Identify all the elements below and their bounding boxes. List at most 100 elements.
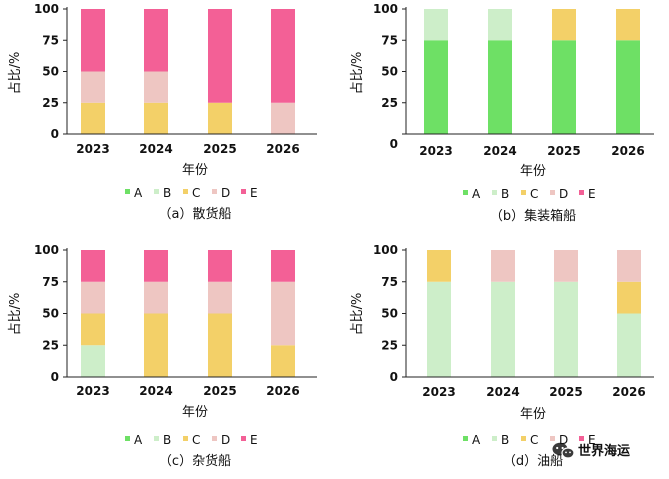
y-tick-label: 0 bbox=[390, 370, 398, 384]
bar-segment-2023-B bbox=[427, 281, 451, 377]
x-axis-title: 年份 bbox=[520, 164, 546, 179]
bar-segment-2025-C bbox=[552, 9, 576, 41]
legend-label-D: D bbox=[559, 433, 568, 447]
bar-segment-2025-E bbox=[208, 250, 232, 282]
legend-label-C: C bbox=[192, 433, 200, 447]
y-tick-label: 0 bbox=[390, 137, 398, 151]
x-tick-label: 2026 bbox=[266, 142, 299, 156]
x-tick-label: 2023 bbox=[419, 144, 452, 158]
legend-swatch-D bbox=[212, 436, 217, 441]
x-tick-label: 2024 bbox=[486, 385, 519, 399]
legend-label-B: B bbox=[163, 186, 171, 200]
bar-segment-2024-B bbox=[488, 9, 512, 41]
legend-label-E: E bbox=[250, 433, 258, 447]
legend-swatch-D bbox=[550, 190, 555, 195]
legend-label-A: A bbox=[472, 187, 481, 201]
y-tick-label: 25 bbox=[42, 96, 59, 110]
legend-label-E: E bbox=[250, 186, 258, 200]
x-tick-label: 2026 bbox=[611, 144, 644, 158]
chart-panel-d: 0 25 50 75 100 2023 2024 2025 2026 年份 占比/% A B C D E （d）… bbox=[350, 243, 654, 469]
panel-caption: （b）集装箱船 bbox=[490, 208, 576, 224]
y-tick-label: 100 bbox=[34, 2, 59, 16]
bar-segment-2023-C bbox=[81, 102, 105, 134]
x-tick-label: 2023 bbox=[76, 384, 109, 398]
x-tick-label: 2025 bbox=[549, 385, 582, 399]
y-tick-label: 75 bbox=[381, 33, 398, 47]
legend-swatch-E bbox=[579, 436, 584, 441]
y-tick-label: 100 bbox=[373, 2, 398, 16]
x-tick-label: 2026 bbox=[612, 385, 645, 399]
legend-label-B: B bbox=[163, 433, 171, 447]
legend-swatch-A bbox=[125, 436, 130, 441]
watermark: 世界海运 bbox=[552, 442, 630, 459]
bar-segment-2024-A bbox=[488, 40, 512, 134]
bar-segment-2025-E bbox=[208, 9, 232, 103]
bar-segment-2026-D bbox=[271, 281, 295, 346]
y-tick-label: 75 bbox=[381, 275, 398, 289]
legend-label-C: C bbox=[192, 186, 200, 200]
panel-caption: （a）散货船 bbox=[159, 206, 232, 222]
bar-segment-2026-E bbox=[271, 250, 295, 282]
legend-label-B: B bbox=[501, 433, 509, 447]
x-tick-label: 2024 bbox=[139, 142, 172, 156]
bar-segment-2025-C bbox=[208, 313, 232, 377]
bar-segment-2026-E bbox=[271, 9, 295, 103]
bar-segment-2023-A bbox=[424, 40, 448, 134]
legend-swatch-E bbox=[241, 189, 246, 194]
x-axis-title: 年份 bbox=[182, 405, 208, 420]
legend: A B C D E bbox=[463, 433, 596, 447]
bar-segment-2026-C bbox=[617, 281, 641, 314]
legend-label-D: D bbox=[221, 186, 230, 200]
bar-segment-2025-D bbox=[554, 250, 578, 282]
x-tick-label: 2026 bbox=[266, 384, 299, 398]
bar-segment-2023-E bbox=[81, 9, 105, 72]
bar-segment-2023-D bbox=[81, 71, 105, 103]
y-tick-label: 50 bbox=[381, 65, 398, 79]
legend: A B C D E bbox=[125, 186, 258, 200]
legend-swatch-B bbox=[154, 436, 159, 441]
wechat-icon bbox=[552, 442, 575, 459]
bar-segment-2024-E bbox=[144, 250, 168, 282]
legend-swatch-C bbox=[183, 189, 188, 194]
x-axis-title: 年份 bbox=[182, 163, 208, 178]
bar-segment-2023-D bbox=[81, 281, 105, 314]
legend-swatch-B bbox=[154, 189, 159, 194]
legend: A B C D E bbox=[463, 187, 596, 201]
bar-segment-2024-C bbox=[144, 313, 168, 377]
legend-label-B: B bbox=[501, 187, 509, 201]
legend-label-A: A bbox=[472, 433, 481, 447]
bar-segment-2023-E bbox=[81, 250, 105, 282]
y-tick-label: 50 bbox=[42, 65, 59, 79]
chart-panel-c: 0 25 50 75 100 2023 2024 2025 2026 年份 占比/% A B C D E （c）… bbox=[8, 243, 317, 469]
x-tick-label: 2024 bbox=[139, 384, 172, 398]
bar-segment-2026-D bbox=[617, 250, 641, 282]
y-tick-label: 50 bbox=[381, 307, 398, 321]
y-tick-label: 100 bbox=[34, 243, 59, 257]
legend-label-C: C bbox=[530, 433, 538, 447]
y-axis-title: 占比/% bbox=[350, 293, 365, 336]
bar-segment-2025-C bbox=[208, 102, 232, 134]
bar-segment-2026-C bbox=[616, 9, 640, 41]
legend-swatch-C bbox=[183, 436, 188, 441]
bar-segment-2025-D bbox=[208, 281, 232, 314]
legend-swatch-A bbox=[463, 190, 468, 195]
legend-swatch-A bbox=[125, 189, 130, 194]
legend-label-A: A bbox=[134, 186, 143, 200]
legend-swatch-D bbox=[550, 436, 555, 441]
bar-segment-2023-C bbox=[427, 250, 451, 282]
chart-panel-a: 0 25 50 75 100 2023 2024 2025 2026 年份 占比/% A B C D E （a）… bbox=[8, 2, 317, 222]
legend-swatch-B bbox=[492, 190, 497, 195]
y-axis-title: 占比/% bbox=[8, 293, 23, 336]
panel-caption: （c）杂货船 bbox=[159, 453, 231, 469]
y-tick-label: 75 bbox=[42, 33, 59, 47]
bar-segment-2023-B bbox=[424, 9, 448, 41]
y-tick-label: 0 bbox=[51, 370, 59, 384]
y-tick-label: 25 bbox=[381, 96, 398, 110]
watermark-text: 世界海运 bbox=[578, 443, 630, 459]
y-axis-title: 占比/% bbox=[8, 52, 23, 95]
legend-label-E: E bbox=[588, 433, 596, 447]
legend-swatch-B bbox=[492, 436, 497, 441]
bar-segment-2025-B bbox=[554, 281, 578, 377]
y-tick-label: 100 bbox=[373, 243, 398, 257]
